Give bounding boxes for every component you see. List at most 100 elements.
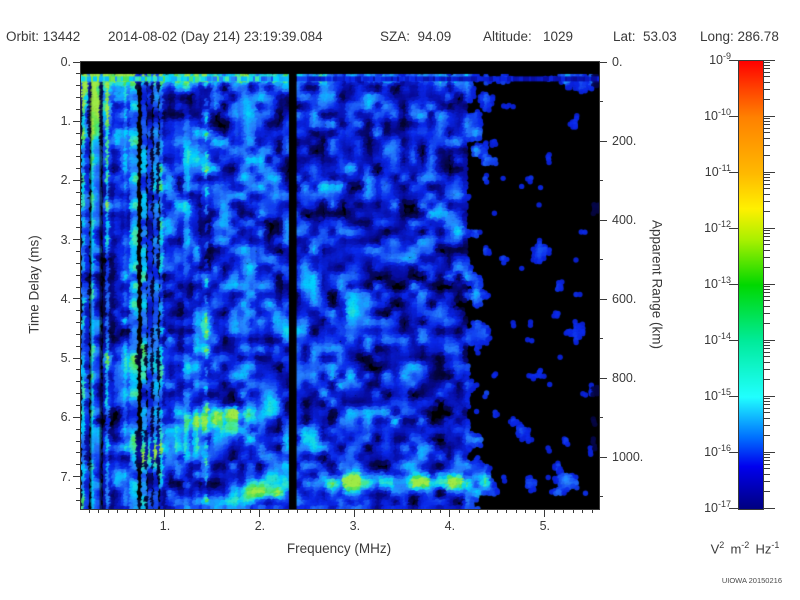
colorbar-minor-tick <box>763 356 770 358</box>
y-tick <box>76 85 80 87</box>
colorbar-tick-label: 10-17 <box>704 499 731 516</box>
colorbar-minor-tick <box>763 88 770 90</box>
y-tick <box>76 144 80 146</box>
colorbar-minor-tick <box>763 468 770 470</box>
spectrogram-canvas <box>81 62 599 509</box>
colorbar-minor-tick <box>763 183 770 185</box>
colorbar-tick <box>729 507 738 509</box>
colorbar-minor-tick <box>763 288 770 290</box>
colorbar-minor-tick <box>763 407 770 409</box>
y2-tick <box>599 259 603 261</box>
y2-tick <box>599 417 603 419</box>
colorbar-tick-label: 10-13 <box>704 275 731 292</box>
y-tick <box>76 345 80 347</box>
colorbar-tick <box>763 339 775 341</box>
colorbar-tick-label: 10-9 <box>709 51 731 68</box>
colorbar-minor-tick <box>763 124 770 126</box>
colorbar-minor-tick <box>763 404 770 406</box>
x-tick <box>117 509 118 513</box>
x-tick <box>544 509 546 517</box>
x-tick-label: 4. <box>444 519 456 533</box>
colorbar-minor-tick <box>763 368 770 370</box>
header-datetime: 2014-08-02 (Day 214) 23:19:39.084 <box>108 29 323 44</box>
colorbar-tick <box>763 227 775 229</box>
colorbar-minor-tick <box>763 456 770 458</box>
y-tick-label: 1. <box>60 114 71 129</box>
y2-axis-title: Apparent Range (km) <box>649 219 665 350</box>
y-tick <box>76 310 80 312</box>
colorbar-tick <box>729 451 738 453</box>
y2-tick <box>599 338 603 340</box>
y-tick <box>73 298 80 300</box>
x-tick-label: 1. <box>159 519 171 533</box>
y-tick <box>73 476 80 478</box>
colorbar-minor-tick <box>763 68 770 70</box>
colorbar-minor-tick <box>763 361 770 363</box>
colorbar-tick <box>729 227 738 229</box>
colorbar-minor-tick <box>763 230 770 232</box>
colorbar-tick <box>763 451 775 453</box>
colorbar-tick-label: 10-15 <box>704 387 731 404</box>
y-tick <box>76 97 80 99</box>
y-tick <box>76 464 80 466</box>
colorbar-minor-tick <box>763 424 770 426</box>
x-tick <box>136 509 137 513</box>
colorbar-tick <box>729 115 738 117</box>
colorbar-minor-tick <box>763 249 770 251</box>
colorbar <box>738 60 764 510</box>
y-tick <box>76 203 80 205</box>
colorbar-tick <box>729 395 738 397</box>
y-tick-label: 5. <box>60 351 71 366</box>
colorbar-minor-tick <box>763 180 770 182</box>
x-tick <box>572 509 574 513</box>
colorbar-minor-tick <box>763 154 770 156</box>
x-tick <box>154 509 156 513</box>
x-tick <box>259 509 261 517</box>
x-tick <box>240 509 242 513</box>
colorbar-tick <box>763 115 775 117</box>
x-tick <box>344 509 346 513</box>
y-tick-label: 4. <box>60 291 71 306</box>
x-tick <box>392 509 394 513</box>
x-tick <box>268 509 270 513</box>
colorbar-minor-tick <box>763 480 770 482</box>
colorbar-minor-tick <box>763 236 770 238</box>
x-tick <box>249 509 251 513</box>
y-tick <box>76 108 80 110</box>
colorbar-minor-tick <box>763 244 770 246</box>
x-tick <box>373 509 375 513</box>
x-tick <box>420 509 422 513</box>
y-tick-label: 3. <box>60 232 71 247</box>
colorbar-minor-tick <box>763 473 770 475</box>
colorbar-minor-tick <box>763 322 770 324</box>
colorbar-minor-tick <box>763 71 770 73</box>
x-tick <box>534 509 536 513</box>
x-tick <box>525 509 527 513</box>
colorbar-minor-tick <box>763 176 770 178</box>
colorbar-minor-tick <box>763 64 770 66</box>
colorbar-minor-tick <box>763 454 770 456</box>
y2-tick <box>599 61 607 63</box>
colorbar-minor-tick <box>763 132 770 134</box>
colorbar-minor-tick <box>763 348 770 350</box>
colorbar-minor-tick <box>763 174 770 176</box>
colorbar-minor-tick <box>763 412 770 414</box>
x-tick <box>164 509 166 517</box>
y2-tick <box>599 298 607 300</box>
y-tick <box>73 61 80 63</box>
x-tick-label: 5. <box>539 519 551 533</box>
x-tick <box>183 509 185 513</box>
colorbar-minor-tick <box>763 210 770 212</box>
y-tick-label: 2. <box>60 173 71 188</box>
colorbar-tick <box>763 395 775 397</box>
x-tick <box>411 509 413 513</box>
x-tick <box>211 509 213 513</box>
y-tick <box>73 239 80 241</box>
header-long: Long: 286.78 <box>700 29 779 44</box>
y-tick <box>76 262 80 264</box>
x-tick <box>401 509 403 513</box>
colorbar-minor-tick <box>763 460 770 462</box>
x-tick <box>468 509 470 513</box>
colorbar-minor-tick <box>763 266 770 268</box>
